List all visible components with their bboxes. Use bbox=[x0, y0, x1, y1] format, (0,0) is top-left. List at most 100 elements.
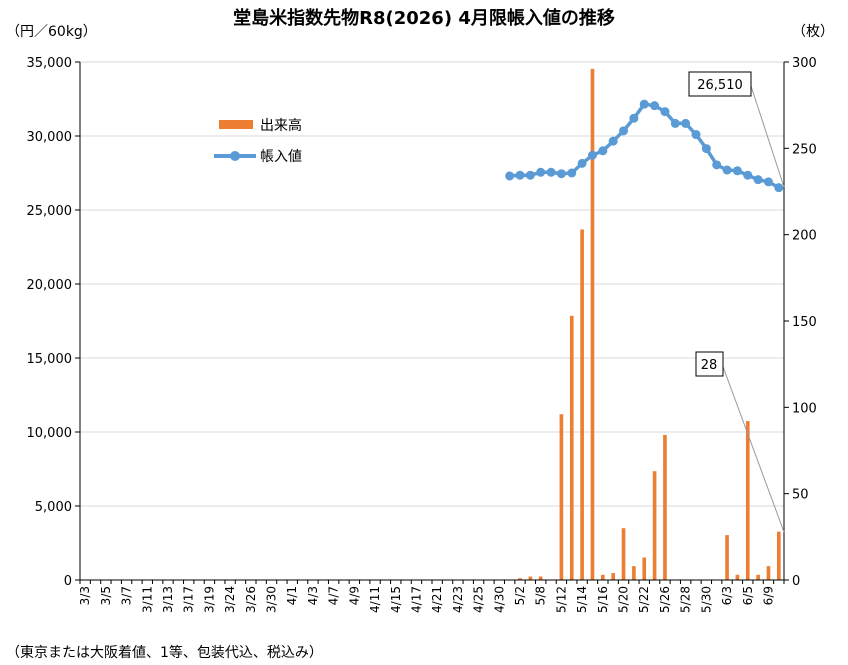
volume-callout-box bbox=[695, 351, 724, 377]
volume-callout-leader bbox=[721, 363, 785, 533]
volume-bar bbox=[528, 576, 533, 580]
left-tick-label: 20,000 bbox=[27, 278, 73, 293]
volume-callout: 28 bbox=[695, 351, 785, 533]
price-point bbox=[608, 136, 618, 146]
legend-price-marker bbox=[230, 151, 240, 161]
right-tick-label: 50 bbox=[792, 488, 809, 503]
price-callout: 26,510 bbox=[688, 71, 785, 188]
x-tick-label: 3/26 bbox=[244, 586, 258, 613]
price-point bbox=[681, 118, 691, 128]
volume-bars bbox=[518, 68, 781, 580]
volume-bar bbox=[559, 414, 564, 580]
volume-bar bbox=[735, 574, 740, 580]
x-axis-ticks: 3/3 3/5 3/7 3/11 3/13 3/17 3/19 3/24 3/26 3/30 4/1… bbox=[78, 580, 785, 613]
price-callout-box bbox=[688, 71, 752, 97]
x-tick-label: 5/16 bbox=[596, 586, 610, 613]
volume-bar bbox=[777, 531, 781, 580]
volume-bar bbox=[621, 528, 626, 580]
x-tick-label: 5/28 bbox=[679, 586, 693, 613]
x-tick-label: 3/13 bbox=[161, 586, 175, 613]
price-point bbox=[546, 167, 556, 177]
x-tick-label: 5/20 bbox=[617, 586, 631, 613]
footnote: （東京または大阪着値、1等、包装代込、税込み） bbox=[6, 644, 323, 661]
x-tick-label: 6/5 bbox=[741, 586, 755, 605]
volume-bar bbox=[569, 315, 574, 580]
volume-bar bbox=[601, 574, 605, 580]
right-axis-ticks: 0 50 100 150 200 250 300 bbox=[784, 56, 817, 589]
price-point bbox=[732, 166, 742, 176]
price-point bbox=[722, 165, 732, 175]
price-point bbox=[712, 160, 722, 170]
price-point bbox=[515, 170, 525, 180]
volume-bar bbox=[632, 566, 636, 580]
price-point bbox=[763, 177, 773, 187]
price-point bbox=[525, 170, 535, 180]
volume-bar bbox=[611, 573, 615, 580]
gridlines bbox=[80, 61, 784, 507]
price-point bbox=[743, 170, 753, 180]
x-tick-label: 3/3 bbox=[78, 586, 92, 605]
right-tick-label: 300 bbox=[792, 56, 817, 71]
price-point bbox=[505, 171, 515, 181]
right-tick-label: 100 bbox=[792, 401, 817, 416]
left-tick-label: 0 bbox=[64, 574, 72, 589]
x-tick-label: 4/15 bbox=[389, 586, 403, 613]
legend: 出来高 帳入値 bbox=[214, 117, 302, 165]
x-tick-label: 4/11 bbox=[368, 586, 382, 613]
x-tick-label: 4/21 bbox=[430, 586, 444, 613]
price-point bbox=[660, 107, 670, 117]
price-point bbox=[598, 146, 608, 156]
price-point bbox=[629, 113, 639, 123]
x-tick-label: 3/11 bbox=[140, 586, 154, 613]
volume-bar bbox=[590, 68, 595, 580]
x-tick-label: 3/30 bbox=[265, 586, 279, 613]
left-axis-ticks: 0 5,000 10,000 15,000 20,000 25,000 30,000 35,0… bbox=[27, 56, 80, 589]
x-tick-label: 5/26 bbox=[658, 586, 672, 613]
volume-callout-text: 28 bbox=[701, 358, 718, 373]
x-tick-label: 4/9 bbox=[347, 586, 361, 605]
legend-volume-swatch bbox=[219, 120, 253, 129]
axes bbox=[79, 62, 785, 581]
x-tick-label: 5/2 bbox=[513, 586, 527, 605]
right-tick-label: 0 bbox=[792, 574, 800, 589]
x-tick-label: 4/30 bbox=[492, 586, 506, 613]
left-axis-unit: （円／60kg） bbox=[6, 24, 97, 40]
x-tick-label: 3/7 bbox=[120, 586, 134, 605]
price-point bbox=[670, 118, 680, 128]
price-callout-leader bbox=[750, 85, 785, 188]
right-tick-label: 250 bbox=[792, 142, 817, 157]
price-point bbox=[619, 126, 629, 136]
x-tick-label: 5/8 bbox=[534, 586, 548, 605]
volume-bar bbox=[756, 574, 760, 580]
x-tick-label: 6/3 bbox=[720, 586, 734, 605]
left-tick-label: 5,000 bbox=[35, 500, 72, 515]
x-tick-label: 4/23 bbox=[451, 586, 465, 613]
x-tick-label: 4/3 bbox=[306, 586, 320, 605]
price-point bbox=[639, 99, 649, 109]
price-point bbox=[650, 101, 660, 111]
x-tick-label: 4/1 bbox=[285, 586, 299, 605]
x-tick-label: 5/12 bbox=[554, 586, 568, 613]
x-tick-label: 4/17 bbox=[409, 586, 423, 613]
chart-title: 堂島米指数先物R8(2026) 4月限帳入値の推移 bbox=[233, 7, 615, 29]
x-tick-label: 5/30 bbox=[699, 586, 713, 613]
price-point bbox=[753, 175, 763, 185]
price-point bbox=[701, 144, 711, 154]
left-tick-label: 25,000 bbox=[27, 204, 73, 219]
volume-bar bbox=[652, 471, 657, 580]
left-tick-label: 15,000 bbox=[27, 352, 73, 367]
x-tick-label: 3/17 bbox=[182, 586, 196, 613]
x-tick-label: 6/9 bbox=[761, 586, 775, 605]
price-callout-text: 26,510 bbox=[697, 78, 743, 93]
volume-bar bbox=[580, 229, 584, 580]
left-tick-label: 30,000 bbox=[27, 130, 73, 145]
volume-bar bbox=[745, 421, 750, 580]
legend-price-label: 帳入値 bbox=[260, 149, 302, 165]
volume-bar bbox=[642, 557, 647, 580]
volume-bar bbox=[663, 434, 667, 580]
price-point bbox=[567, 168, 577, 178]
right-tick-label: 200 bbox=[792, 229, 817, 244]
volume-bar bbox=[538, 576, 543, 580]
x-tick-label: 3/24 bbox=[223, 586, 237, 613]
